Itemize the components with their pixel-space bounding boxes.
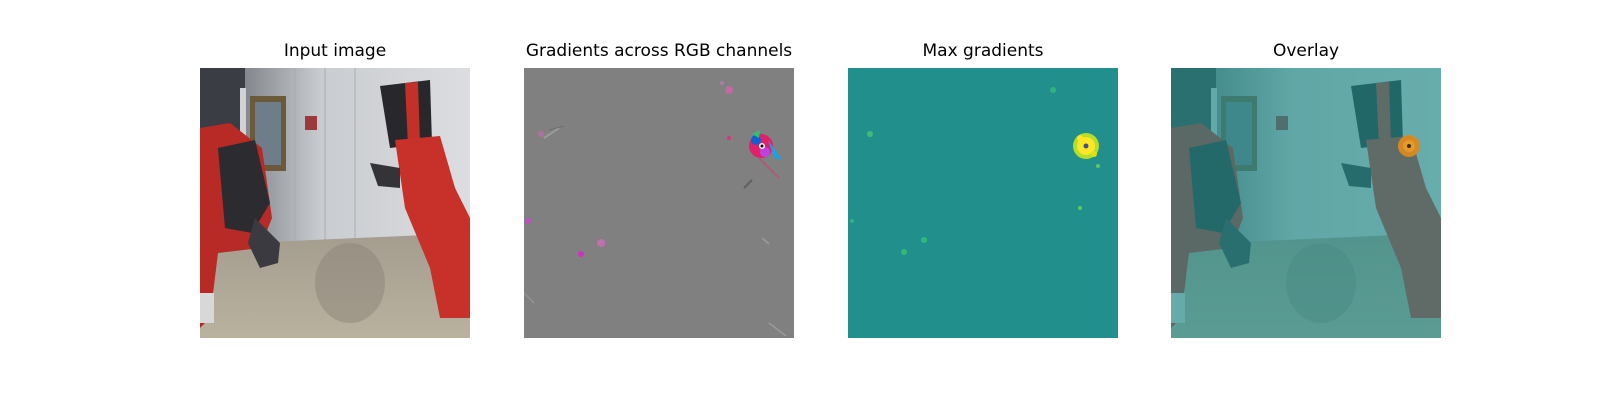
- gradients-rgb-image: [524, 68, 794, 338]
- input-image: [200, 68, 470, 338]
- panel-title-overlay: Overlay: [1272, 41, 1340, 61]
- max-gradients-heatmap: [848, 68, 1118, 338]
- panel-max-gradients: Max gradients: [848, 42, 1118, 338]
- panel-title-gradients-rgb: Gradients across RGB channels: [525, 41, 793, 61]
- panel-overlay: Overlay: [1171, 42, 1441, 338]
- overlay-image: [1171, 68, 1441, 338]
- panel-title-max-gradients: Max gradients: [922, 41, 1044, 61]
- panel-title-input-image: Input image: [283, 41, 387, 61]
- panel-gradients-rgb: Gradients across RGB channels: [524, 42, 794, 338]
- panel-input-image: Input image: [200, 42, 470, 338]
